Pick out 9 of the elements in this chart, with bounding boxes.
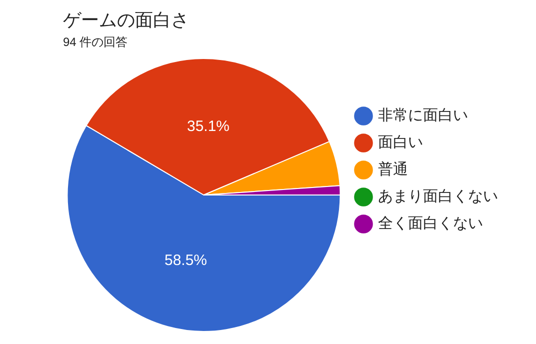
data-label: 58.5% [164,252,208,269]
chart-title: ゲームの面白さ [63,10,189,30]
legend-label: 全く面白くない [378,215,483,232]
chart-subtitle: 94 件の回答 [63,35,128,50]
legend-label: 非常に面白い [378,107,468,124]
legend-label: あまり面白くない [378,188,498,206]
legend-label: 普通 [378,161,408,178]
legend-label: 面白い [378,134,423,152]
data-label: 35.1% [186,118,230,136]
